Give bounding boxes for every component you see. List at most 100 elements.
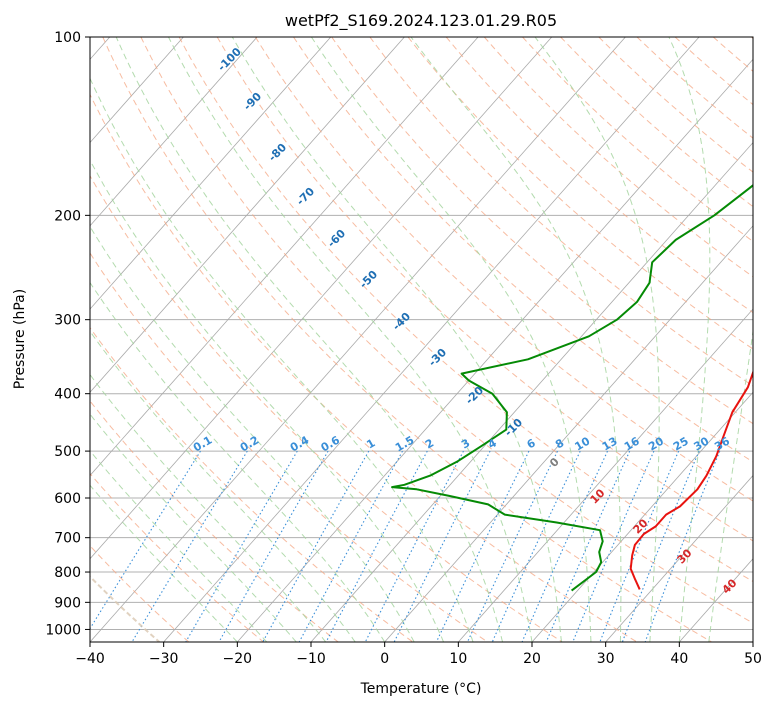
- dry-adiabat-line: [560, 37, 753, 208]
- x-tick-label: 10: [449, 651, 467, 667]
- dry-adiabat-line: [369, 37, 753, 387]
- mixing-ratio-line: [185, 450, 298, 642]
- moist-adiabat-line: [90, 484, 238, 642]
- y-tick-label: 100: [54, 30, 81, 46]
- isotherm-line: [310, 141, 753, 642]
- x-tick-label: 0: [380, 651, 389, 667]
- mixing-ratio-line: [491, 450, 581, 642]
- theta-label: -50: [357, 268, 380, 291]
- mixing-ratio-label: 3: [459, 436, 472, 451]
- dry-adiabat-line: [90, 93, 638, 642]
- mixing-ratio-line: [131, 450, 248, 642]
- isotherm-line: [458, 308, 753, 642]
- mixing-ratio-line: [572, 450, 655, 642]
- plot-frame: [89, 36, 754, 643]
- isotherm-line: [163, 37, 700, 642]
- moist-adiabat-line: [90, 225, 415, 642]
- mixing-ratio-label: 2: [423, 436, 436, 451]
- dry-adiabat-line: [254, 37, 753, 502]
- x-tick-label: −40: [75, 651, 105, 667]
- theta-label: -60: [325, 227, 348, 250]
- mixing-ratio-label: 20: [646, 434, 666, 453]
- y-tick-label: 900: [54, 595, 81, 611]
- mixing-ratio-line: [644, 450, 721, 642]
- theta-label: -70: [294, 185, 317, 208]
- dewpoint-profile-line: [391, 184, 753, 592]
- theta-label: -40: [390, 310, 413, 333]
- theta-label: -10: [502, 416, 525, 439]
- x-tick-label: 30: [597, 651, 615, 667]
- moist-adiabat-line: [90, 450, 268, 642]
- mixing-ratio-label: 6: [525, 436, 538, 451]
- dry-adiabat-line: [90, 472, 264, 642]
- y-tick-label: 800: [54, 565, 81, 581]
- dry-adiabat-line: [522, 37, 753, 243]
- dry-adiabat-line: [90, 326, 414, 642]
- isotherm-line: [237, 58, 753, 642]
- isotherm-line: [90, 37, 258, 227]
- temperature-profile-line: [629, 369, 753, 590]
- y-tick-label: 600: [54, 491, 81, 507]
- y-tick-label: 200: [54, 208, 81, 224]
- theta-label: -90: [241, 90, 264, 113]
- isotherm-line: [90, 37, 626, 642]
- theta-label: 20: [631, 516, 651, 536]
- y-tick-label: 400: [54, 387, 81, 403]
- isotherm-line: [90, 37, 553, 560]
- x-tick-label: −20: [223, 651, 253, 667]
- x-tick-label: −30: [149, 651, 179, 667]
- dry-adiabat-line: [178, 37, 753, 583]
- mixing-ratio-line: [599, 450, 680, 642]
- axes: −40 −30 −20 −10 0 10 20 30 40 5010020030040050060…: [45, 30, 762, 667]
- dry-adiabat-line: [102, 37, 712, 642]
- dry-adiabat-line: [407, 37, 753, 350]
- theta-label: 0: [547, 455, 562, 470]
- theta-label: -20: [463, 384, 486, 407]
- mixing-ratio-label: 30: [691, 434, 711, 453]
- dry-adiabat-line: [90, 174, 563, 642]
- moist-adiabat-line: [708, 328, 753, 642]
- dry-adiabat-line: [293, 37, 753, 463]
- mixing-ratio-line: [545, 450, 631, 642]
- mixing-ratio-label: 4: [486, 436, 499, 451]
- dry-adiabat-line: [90, 252, 488, 642]
- mixing-ratio-line: [298, 450, 403, 642]
- moist-adiabat-line: [668, 37, 711, 642]
- plot-clip-group: [90, 37, 753, 642]
- dry-adiabat-line: [598, 37, 753, 173]
- moist-adiabat-line: [231, 37, 562, 642]
- mixing-ratio-label: 1: [364, 436, 377, 451]
- isotherm-line: [752, 641, 753, 642]
- mixing-ratio-line: [218, 450, 329, 642]
- mixing-ratio-line: [325, 450, 428, 642]
- x-tick-label: 50: [744, 651, 762, 667]
- dry-adiabat-line: [140, 37, 753, 624]
- isotherm-line: [90, 37, 184, 144]
- x-axis-label: Temperature (°C): [360, 681, 482, 697]
- mixing-ratio-label: 10: [573, 434, 593, 453]
- y-tick-label: 1000: [45, 622, 81, 638]
- y-tick-label: 500: [54, 444, 81, 460]
- moist-adiabat-line: [90, 159, 445, 642]
- moist-adiabat-line: [90, 373, 327, 642]
- dry-adiabat-line: [90, 545, 190, 642]
- moist-adiabat-line: [310, 37, 592, 642]
- moist-adiabat-line: [90, 413, 297, 642]
- isotherm-line: [90, 37, 332, 310]
- moist-adiabat-line: [90, 281, 386, 642]
- isotherm-line: [531, 391, 753, 642]
- y-axis-label: Pressure (hPa): [12, 289, 28, 389]
- y-tick-label: 300: [54, 313, 81, 329]
- mixing-ratio-line: [466, 450, 558, 642]
- mixing-ratio-line: [521, 450, 609, 642]
- x-tick-label: 20: [523, 651, 541, 667]
- y-tick-label: 700: [54, 531, 81, 547]
- moist-adiabat-line: [90, 330, 356, 642]
- mixing-ratio-line: [435, 450, 530, 642]
- isotherm-line: [384, 225, 753, 642]
- dry-adiabat-line: [674, 37, 753, 106]
- theta-label: -100: [215, 45, 244, 74]
- moist-adiabat-line: [534, 37, 660, 642]
- theta-label: 30: [675, 546, 695, 566]
